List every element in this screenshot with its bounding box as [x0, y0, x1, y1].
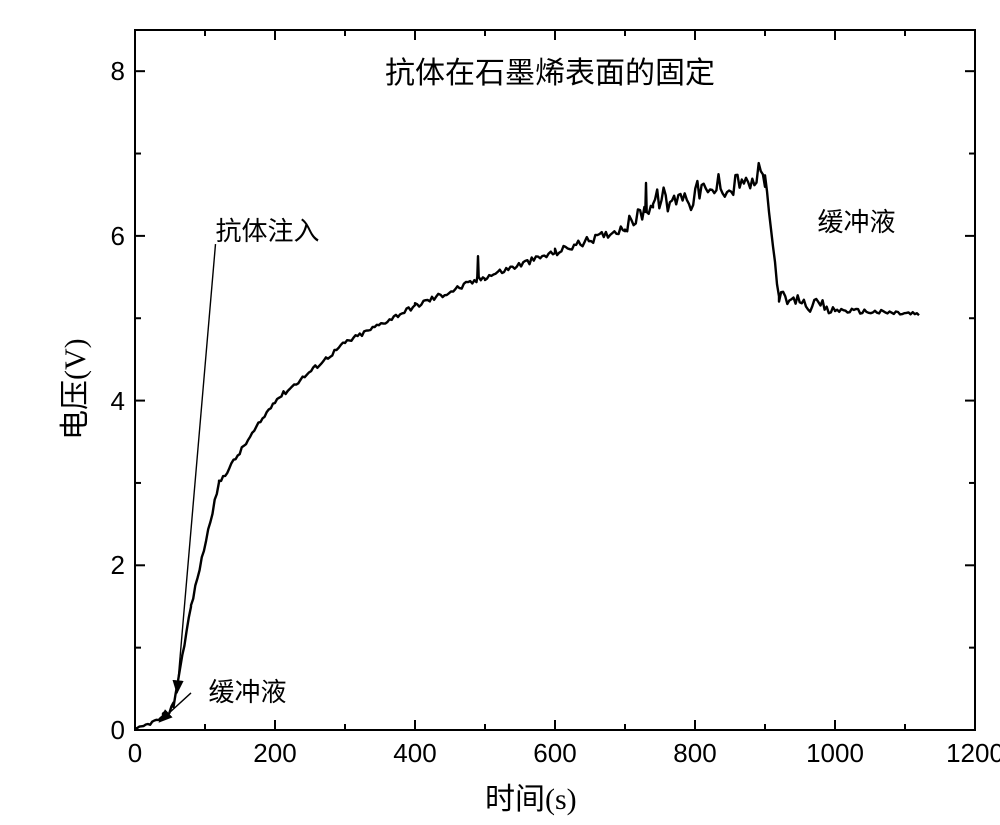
annotation-injection: 抗体注入	[216, 211, 320, 248]
x-axis-title: 时间(s)	[485, 774, 577, 818]
y-tick-label: 8	[90, 56, 125, 87]
chart-title: 抗体在石墨烯表面的固定	[385, 48, 715, 92]
annotation-buffer-start: 缓冲液	[209, 672, 287, 709]
chart-svg	[0, 0, 1000, 825]
y-tick-label: 6	[90, 221, 125, 252]
y-tick-label: 0	[90, 715, 125, 746]
x-tick-label: 1000	[805, 738, 865, 769]
x-tick-label: 1200	[945, 738, 1000, 769]
y-tick-label: 4	[90, 386, 125, 417]
x-tick-label: 400	[385, 738, 445, 769]
x-tick-label: 200	[245, 738, 305, 769]
x-tick-label: 600	[525, 738, 585, 769]
annotation-buffer-end: 缓冲液	[818, 202, 896, 239]
y-axis-title: 电压(V)	[50, 338, 94, 440]
y-tick-label: 2	[90, 550, 125, 581]
x-tick-label: 800	[665, 738, 725, 769]
chart-container: 抗体在石墨烯表面的固定 时间(s) 电压(V) 抗体注入 缓冲液 缓冲液 0 20…	[0, 0, 1000, 825]
